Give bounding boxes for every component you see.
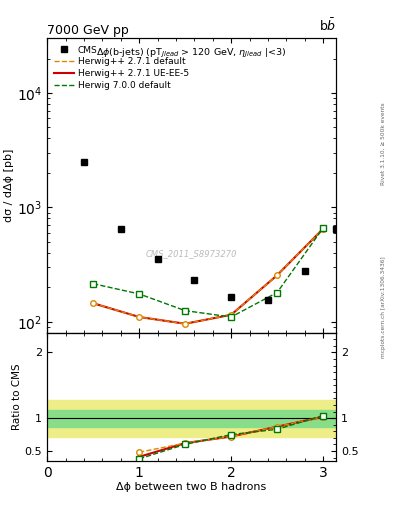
Herwig 7.0.0 default <box>91 281 95 287</box>
Herwig++ 2.7.1 default <box>275 272 279 279</box>
Herwig 7.0.0 default <box>183 308 187 314</box>
Herwig 7.0.0 default <box>229 314 233 320</box>
Herwig++ 2.7.1 default <box>229 312 233 318</box>
Herwig++ 2.7.1 UE-EE-5 <box>275 272 279 279</box>
CMS <box>266 297 270 303</box>
Herwig 7.0.0 default <box>275 289 279 295</box>
Herwig++ 2.7.1 default <box>91 300 95 306</box>
Text: b$\bar{b}$: b$\bar{b}$ <box>319 17 336 34</box>
CMS <box>82 159 86 165</box>
CMS <box>192 278 197 284</box>
Herwig++ 2.7.1 UE-EE-5 <box>137 314 141 320</box>
Text: CMS_2011_S8973270: CMS_2011_S8973270 <box>146 249 237 258</box>
Text: 7000 GeV pp: 7000 GeV pp <box>47 24 129 37</box>
Y-axis label: Ratio to CMS: Ratio to CMS <box>12 364 22 430</box>
Line: Herwig++ 2.7.1 UE-EE-5: Herwig++ 2.7.1 UE-EE-5 <box>93 229 323 324</box>
Y-axis label: dσ / dΔϕ [pb]: dσ / dΔϕ [pb] <box>4 149 14 222</box>
CMS <box>229 294 233 300</box>
X-axis label: Δϕ between two B hadrons: Δϕ between two B hadrons <box>116 482 267 493</box>
CMS <box>302 267 307 273</box>
CMS <box>118 226 123 232</box>
Herwig++ 2.7.1 default <box>183 321 187 327</box>
Herwig++ 2.7.1 UE-EE-5 <box>229 312 233 318</box>
Herwig++ 2.7.1 default <box>137 314 141 320</box>
CMS <box>155 257 160 263</box>
Text: mcplots.cern.ch [arXiv:1306.3436]: mcplots.cern.ch [arXiv:1306.3436] <box>381 257 386 358</box>
Herwig++ 2.7.1 UE-EE-5 <box>321 226 325 232</box>
Herwig++ 2.7.1 UE-EE-5 <box>91 300 95 306</box>
Line: Herwig++ 2.7.1 default: Herwig++ 2.7.1 default <box>93 229 323 324</box>
Herwig 7.0.0 default <box>137 291 141 297</box>
Line: CMS: CMS <box>81 158 340 304</box>
Text: Rivet 3.1.10, ≥ 500k events: Rivet 3.1.10, ≥ 500k events <box>381 102 386 185</box>
Herwig++ 2.7.1 UE-EE-5 <box>183 321 187 327</box>
Herwig 7.0.0 default <box>321 225 325 231</box>
CMS <box>334 226 338 232</box>
Herwig++ 2.7.1 default <box>321 226 325 232</box>
Text: $\Delta\phi$(b-jets) (pT$_{\mathit{Jlead}}$ > 120 GeV, $\eta_{\mathit{Jlead}}$ |: $\Delta\phi$(b-jets) (pT$_{\mathit{Jlead… <box>96 47 287 60</box>
Line: Herwig 7.0.0 default: Herwig 7.0.0 default <box>93 228 323 317</box>
Legend: CMS, Herwig++ 2.7.1 default, Herwig++ 2.7.1 UE-EE-5, Herwig 7.0.0 default: CMS, Herwig++ 2.7.1 default, Herwig++ 2.… <box>51 43 192 93</box>
